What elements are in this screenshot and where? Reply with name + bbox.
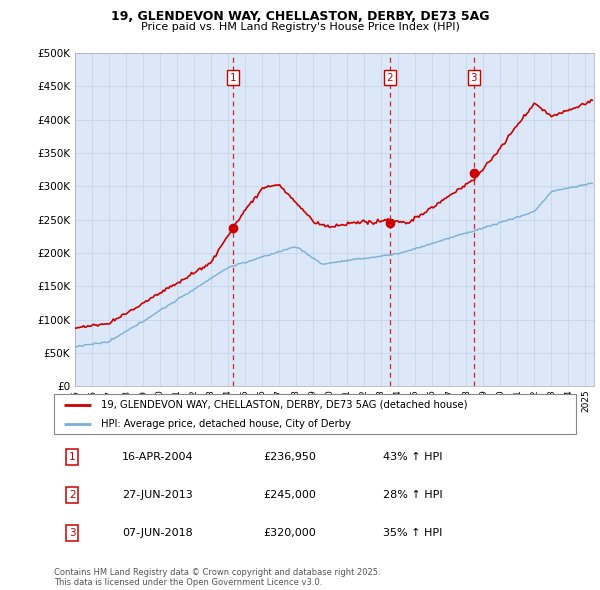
Text: 1: 1: [230, 73, 236, 83]
Text: 19, GLENDEVON WAY, CHELLASTON, DERBY, DE73 5AG (detached house): 19, GLENDEVON WAY, CHELLASTON, DERBY, DE…: [101, 400, 467, 410]
Text: 27-JUN-2013: 27-JUN-2013: [122, 490, 193, 500]
Text: 1: 1: [69, 452, 76, 462]
Text: 3: 3: [470, 73, 477, 83]
Text: 35% ↑ HPI: 35% ↑ HPI: [383, 527, 442, 537]
Text: 07-JUN-2018: 07-JUN-2018: [122, 527, 193, 537]
Text: 19, GLENDEVON WAY, CHELLASTON, DERBY, DE73 5AG: 19, GLENDEVON WAY, CHELLASTON, DERBY, DE…: [111, 10, 489, 23]
Text: 2: 2: [69, 490, 76, 500]
Text: £245,000: £245,000: [263, 490, 316, 500]
Text: £236,950: £236,950: [263, 452, 316, 462]
Text: 3: 3: [69, 527, 76, 537]
Text: Contains HM Land Registry data © Crown copyright and database right 2025.
This d: Contains HM Land Registry data © Crown c…: [54, 568, 380, 587]
Text: 28% ↑ HPI: 28% ↑ HPI: [383, 490, 442, 500]
Text: £320,000: £320,000: [263, 527, 316, 537]
Text: 16-APR-2004: 16-APR-2004: [122, 452, 193, 462]
Text: 43% ↑ HPI: 43% ↑ HPI: [383, 452, 442, 462]
Text: Price paid vs. HM Land Registry's House Price Index (HPI): Price paid vs. HM Land Registry's House …: [140, 22, 460, 32]
Text: 2: 2: [386, 73, 393, 83]
Text: HPI: Average price, detached house, City of Derby: HPI: Average price, detached house, City…: [101, 419, 351, 428]
